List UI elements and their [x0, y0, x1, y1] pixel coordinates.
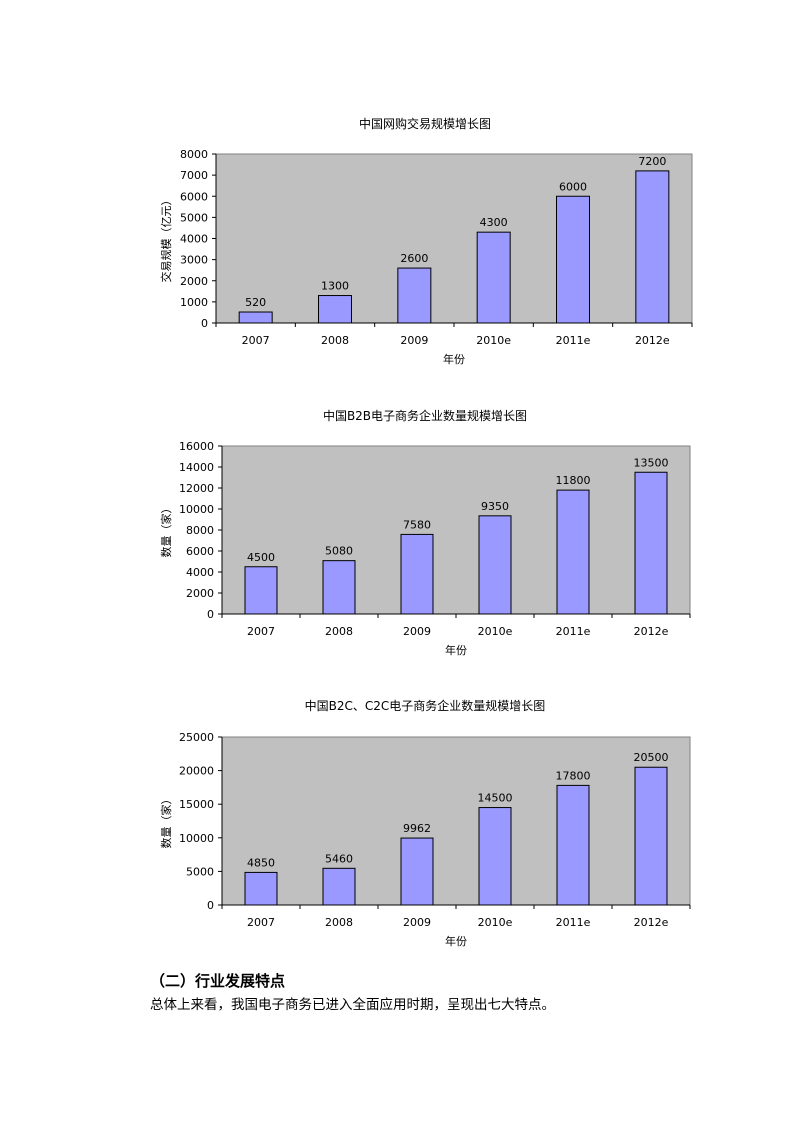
- chart-1-x-tick-label-2007: 2007: [247, 625, 275, 638]
- chart-0-y-tick-label: 7000: [180, 169, 208, 182]
- chart-0-y-tick-label: 3000: [180, 254, 208, 267]
- chart-1-y-tick-label: 14000: [179, 461, 214, 474]
- chart-1-title: 中国B2B电子商务企业数量规模增长图: [323, 408, 527, 423]
- chart-1-x-tick-label-2010e: 2010e: [478, 625, 513, 638]
- chart-1-y-tick-label: 16000: [179, 440, 214, 453]
- section-heading: （二）行业发展特点: [150, 972, 286, 990]
- chart-2-bar-2011e: [556, 784, 590, 906]
- chart-0-x-axis-title: 年份: [443, 352, 465, 366]
- chart-0-data-label-2009: 2600: [400, 252, 428, 265]
- chart-2-data-label-2012e: 20500: [634, 751, 669, 764]
- chart-1-x-tick-label-2009: 2009: [403, 625, 431, 638]
- chart-2-data-label-2009: 9962: [403, 822, 431, 835]
- chart-0-y-tick-label: 4000: [180, 233, 208, 246]
- chart-1-y-tick-label: 4000: [186, 566, 214, 579]
- chart-1-data-label-2009: 7580: [403, 518, 431, 531]
- chart-2-y-tick-label: 10000: [179, 832, 214, 845]
- chart-0-bar-2010e: [476, 231, 511, 324]
- chart-0-y-tick-label: 5000: [180, 211, 208, 224]
- chart-2-x-axis-title: 年份: [445, 934, 467, 948]
- chart-0-x-tick-label-2009: 2009: [400, 334, 428, 347]
- chart-1-x-tick-label-2012e: 2012e: [634, 625, 669, 638]
- chart-0-title: 中国网购交易规模增长图: [359, 116, 491, 131]
- chart-1-data-label-2010e: 9350: [481, 500, 509, 513]
- chart-1-y-tick-label: 8000: [186, 524, 214, 537]
- chart-0-y-axis-title: 交易规模（亿元）: [159, 195, 173, 283]
- chart-0-x-tick-label-2011e: 2011e: [556, 334, 591, 347]
- chart-1-plot-area: [221, 445, 691, 615]
- chart-0-data-label-2011e: 6000: [559, 180, 587, 193]
- chart-2-y-tick-label: 20000: [179, 765, 214, 778]
- chart-1-y-tick-label: 6000: [186, 545, 214, 558]
- chart-1-data-label-2012e: 13500: [634, 456, 669, 469]
- chart-2-x-tick-label-2007: 2007: [247, 916, 275, 929]
- chart-2-bar-2010e: [478, 807, 512, 906]
- chart-2-y-tick-label: 25000: [179, 731, 214, 744]
- chart-2-x-tick-label-2011e: 2011e: [556, 916, 591, 929]
- chart-2-y-tick-label: 5000: [186, 865, 214, 878]
- chart-0-bar-2011e: [556, 195, 590, 324]
- chart-0-data-label-2010e: 4300: [480, 216, 508, 229]
- chart-2-data-label-2007: 4850: [247, 856, 275, 869]
- chart-0-bar-2012e: [635, 170, 670, 324]
- chart-0-x-tick-label-2010e: 2010e: [476, 334, 511, 347]
- chart-2-x-tick-label-2008: 2008: [325, 916, 353, 929]
- chart-b2c-c2c-enterprise-count-svg: 中国B2C、C2C电子商务企业数量规模增长图 0 5000 10000 15000 200…: [159, 698, 691, 948]
- chart-2-title: 中国B2C、C2C电子商务企业数量规模增长图: [305, 698, 546, 713]
- chart-0-bar-2009: [397, 267, 432, 324]
- chart-1-bar-2010e: [478, 515, 512, 615]
- chart-2-bar-2012e: [634, 766, 668, 906]
- chart-1-bar-2012e: [634, 471, 668, 615]
- chart-2-x-tick-label-2009: 2009: [403, 916, 431, 929]
- chart-1-y-tick-label: 0: [207, 608, 214, 621]
- chart-2-y-tick-label: 0: [207, 899, 214, 912]
- chart-0-y-tick-label: 1000: [180, 296, 208, 309]
- chart-0-bar-2007: [238, 311, 273, 324]
- chart-2-data-label-2011e: 17800: [556, 769, 591, 782]
- chart-1-data-label-2007: 4500: [247, 551, 275, 564]
- chart-0-x-tick-label-2012e: 2012e: [635, 334, 670, 347]
- chart-2-y-tick-label: 15000: [179, 798, 214, 811]
- chart-0-bar-2008: [318, 295, 352, 324]
- chart-1-data-label-2011e: 11800: [556, 474, 591, 487]
- chart-b2b-enterprise-count: 中国B2B电子商务企业数量规模增长图 0 2000 4000 6000 8000 10000…: [159, 408, 691, 657]
- chart-0-plot-area: [215, 153, 693, 324]
- chart-2-x-tick-label-2010e: 2010e: [478, 916, 513, 929]
- chart-1-data-label-2008: 5080: [325, 545, 353, 558]
- chart-0-data-label-2007: 520: [245, 296, 266, 309]
- chart-1-y-tick-label: 2000: [186, 587, 214, 600]
- chart-2-bar-2009: [400, 837, 434, 906]
- chart-1-bar-2007: [244, 566, 278, 615]
- chart-0-y-tick-label: 0: [201, 317, 208, 330]
- chart-0-data-label-2008: 1300: [321, 280, 349, 293]
- chart-b2c-c2c-enterprise-count: 中国B2C、C2C电子商务企业数量规模增长图 0 5000 10000 15000 200…: [159, 698, 691, 948]
- chart-1-bar-2009: [400, 533, 434, 615]
- chart-0-y-tick-label: 8000: [180, 148, 208, 161]
- chart-b2b-enterprise-count-svg: 中国B2B电子商务企业数量规模增长图 0 2000 4000 6000 8000 10000…: [159, 408, 691, 657]
- chart-0-data-label-2012e: 7200: [638, 155, 666, 168]
- chart-2-bar-2008: [322, 867, 356, 906]
- section-body-text: 总体上来看，我国电子商务已进入全面应用时期，呈现出七大特点。: [150, 997, 555, 1013]
- chart-1-x-axis-title: 年份: [445, 643, 467, 657]
- chart-1-bar-2008: [322, 560, 356, 615]
- chart-0-y-tick-label: 6000: [180, 190, 208, 203]
- chart-2-x-tick-label-2012e: 2012e: [634, 916, 669, 929]
- chart-online-shopping-volume: 中国网购交易规模增长图 0 1000 2000 3000 4000 5000 6000 7000…: [0, 0, 794, 380]
- chart-1-y-axis-title: 数量（家）: [159, 503, 173, 558]
- chart-2-plot-area: [221, 736, 691, 906]
- chart-2-data-label-2008: 5460: [325, 852, 353, 865]
- chart-2-data-label-2010e: 14500: [478, 792, 513, 805]
- chart-online-shopping-volume-svg: 中国网购交易规模增长图 0 1000 2000 3000 4000 5000 6000 7000…: [159, 116, 693, 366]
- chart-1-y-tick-label: 10000: [179, 503, 214, 516]
- chart-1-bar-2011e: [556, 489, 590, 615]
- chart-0-x-tick-label-2007: 2007: [242, 334, 270, 347]
- chart-0-x-tick-label-2008: 2008: [321, 334, 349, 347]
- chart-2-bar-2007: [244, 871, 278, 906]
- chart-1-y-tick-label: 12000: [179, 482, 214, 495]
- chart-2-y-axis-title: 数量（家）: [159, 794, 173, 849]
- chart-1-x-tick-label-2008: 2008: [325, 625, 353, 638]
- chart-0-y-tick-label: 2000: [180, 275, 208, 288]
- chart-1-x-tick-label-2011e: 2011e: [556, 625, 591, 638]
